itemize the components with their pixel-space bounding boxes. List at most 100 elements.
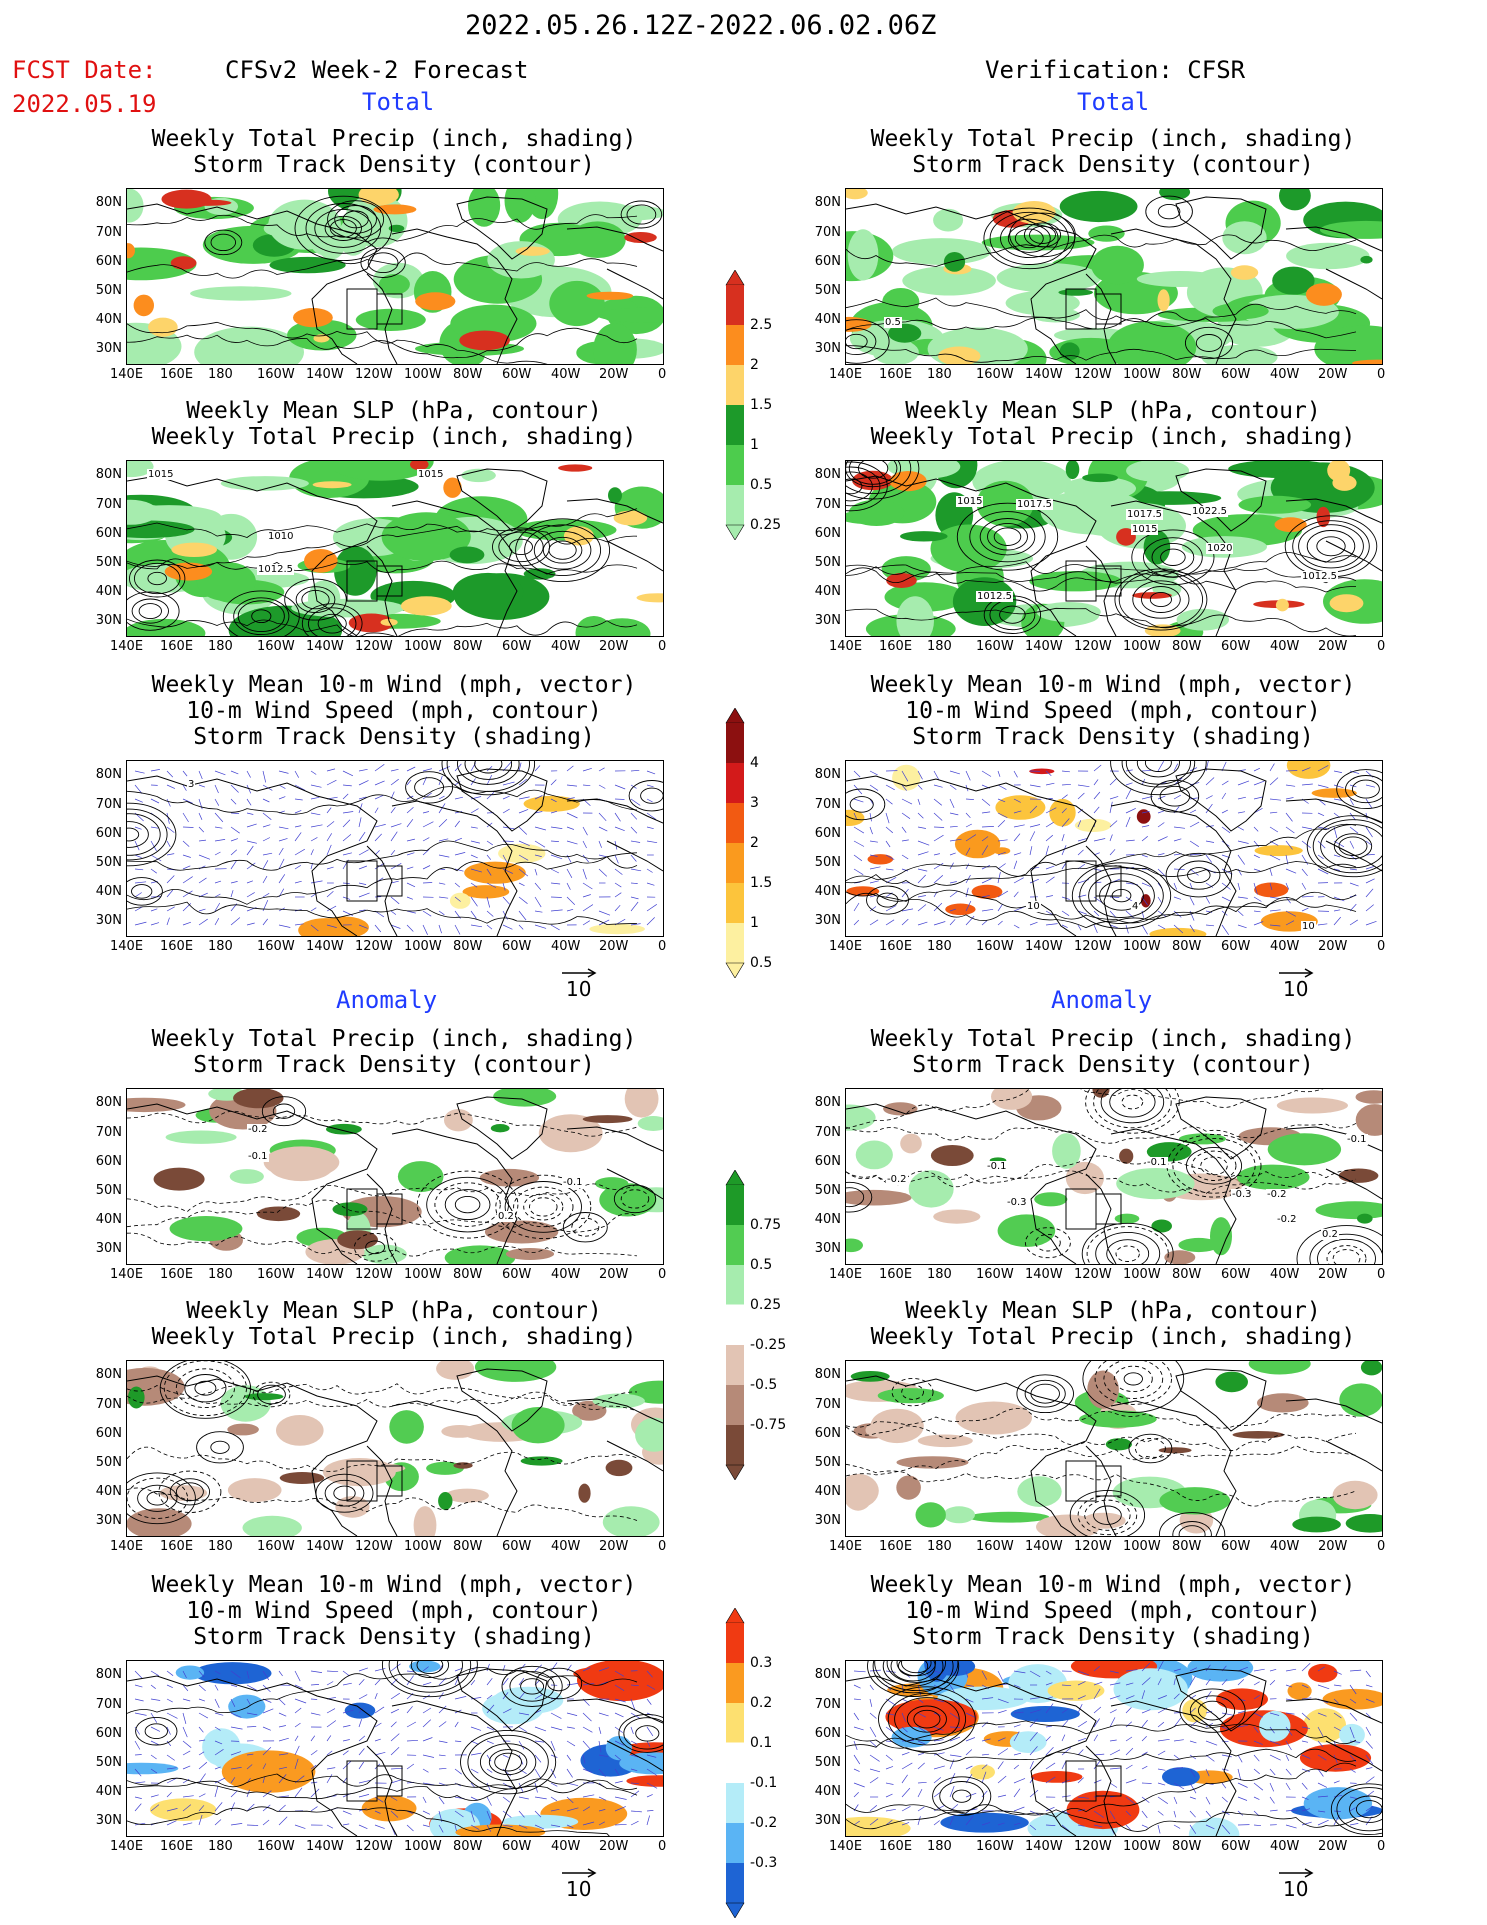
wind-vector [1253,854,1260,859]
contour-line [1330,1783,1382,1836]
coastline [1095,1465,1122,1497]
contour-label: 1012.5 [257,564,294,575]
coastline [346,1460,378,1502]
wind-vector [182,876,193,884]
wind-vector [182,1698,191,1702]
shading-blob [605,1459,633,1477]
map-panel-slp-forecast: 1015 1015 1010 1012.5 [126,460,664,637]
contour-line [1143,537,1203,578]
coastline [366,1745,398,1836]
wind-vector [646,798,653,803]
colorbar-end [725,707,745,724]
shading-blob [441,1425,478,1438]
latitude-tick-label: 70N [814,1125,841,1140]
colorbar-swatch [726,325,744,365]
longitude-tick-label: 40W [551,1839,581,1854]
contour-line [846,788,886,821]
wind-vector [1333,1684,1342,1687]
wind-vector [470,882,478,888]
panel-title-line: Weekly Mean 10-m Wind (mph, vector) [870,672,1356,698]
wind-vector [390,1733,400,1742]
panel-title-line: Storm Track Density (shading) [193,724,595,750]
longitude-tick-label: 80W [1172,1539,1202,1554]
wind-vector [1253,1695,1260,1700]
wind-vector [214,1698,220,1708]
shading-blob [169,1216,243,1242]
wind-vector [486,896,491,908]
wind-vector [358,1761,364,1770]
contour-line [846,891,1357,929]
shading-blob [563,526,594,546]
contour-line [252,1381,291,1408]
wind-vector [1285,1684,1293,1688]
panel-title-aslp-L: Weekly Mean SLP (hPa, contour) Weekly Tot… [106,1298,682,1350]
wind-vector [981,811,991,814]
wind-vector [134,1768,142,1777]
shading-blob [504,189,536,223]
coastline [1110,1700,1237,1836]
longitude-tick-label: 20W [1318,1839,1348,1854]
shading-blob [1136,809,1151,824]
wind-vector [214,812,224,823]
wind-vector [1253,767,1261,772]
shading-blob [1065,461,1080,480]
shading-blob [1345,1514,1382,1533]
wind-vector [1141,854,1148,858]
left-anomaly-label: Anomaly [336,986,438,1014]
shading-blob [221,1750,316,1793]
shading-blob [888,323,922,343]
contour-line [1197,1700,1228,1721]
wind-vector [1157,1782,1166,1786]
wind-vector [1253,868,1261,872]
wind-vector [278,1712,287,1717]
shading-blob [388,224,405,233]
wind-vector [598,1809,606,1812]
shading-blob [637,1116,663,1131]
wind-vector [1109,1709,1117,1714]
longitude-tick-label: 80W [453,1267,483,1282]
contour-line [987,522,1028,551]
wind-vector [1157,853,1165,856]
wind-vector [470,868,482,873]
shading-blob [900,1133,922,1154]
wind-vector [981,1822,991,1826]
wind-vector [358,796,367,800]
wind-vector [534,910,543,913]
contour-line [1144,761,1172,772]
wind-vector [406,779,412,786]
contour-line [1082,1361,1185,1413]
shading-blob [1009,1731,1047,1753]
wind-vector [310,784,322,788]
wind-vector [326,891,334,898]
wind-vector [390,1779,402,1784]
longitude-tick-label: 160W [257,939,295,954]
wind-vector [1237,1782,1248,1788]
colorbar-swatch [726,405,744,445]
contour-line [1100,1089,1165,1124]
wind-vector [374,780,385,786]
shading-blob [474,1361,557,1382]
wind-vector [1077,1721,1087,1728]
wind-vector [1013,1764,1020,1770]
left-total-label: Total [362,88,435,116]
contour-line [127,1183,638,1213]
wind-vector [853,770,861,778]
wind-vector [901,1751,910,1756]
wind-vector [901,868,909,872]
wind-vector [230,1823,243,1826]
wind-vector [1157,1796,1168,1804]
wind-vector [1029,1789,1039,1798]
wind-vector [949,1754,962,1757]
contour-line [846,1155,1357,1184]
wind-vector [198,918,208,926]
contour-line [983,207,1076,270]
wind-vector [853,840,865,847]
wind-vector [518,854,529,861]
longitude-tick-label: 160E [160,1267,194,1282]
shading-blob [459,330,510,351]
wind-vector [1205,795,1213,800]
wind-vector [1269,811,1278,814]
longitude-tick-label: 60W [1221,639,1251,654]
wind-vector [1061,833,1065,842]
wind-vector [1365,1754,1374,1765]
